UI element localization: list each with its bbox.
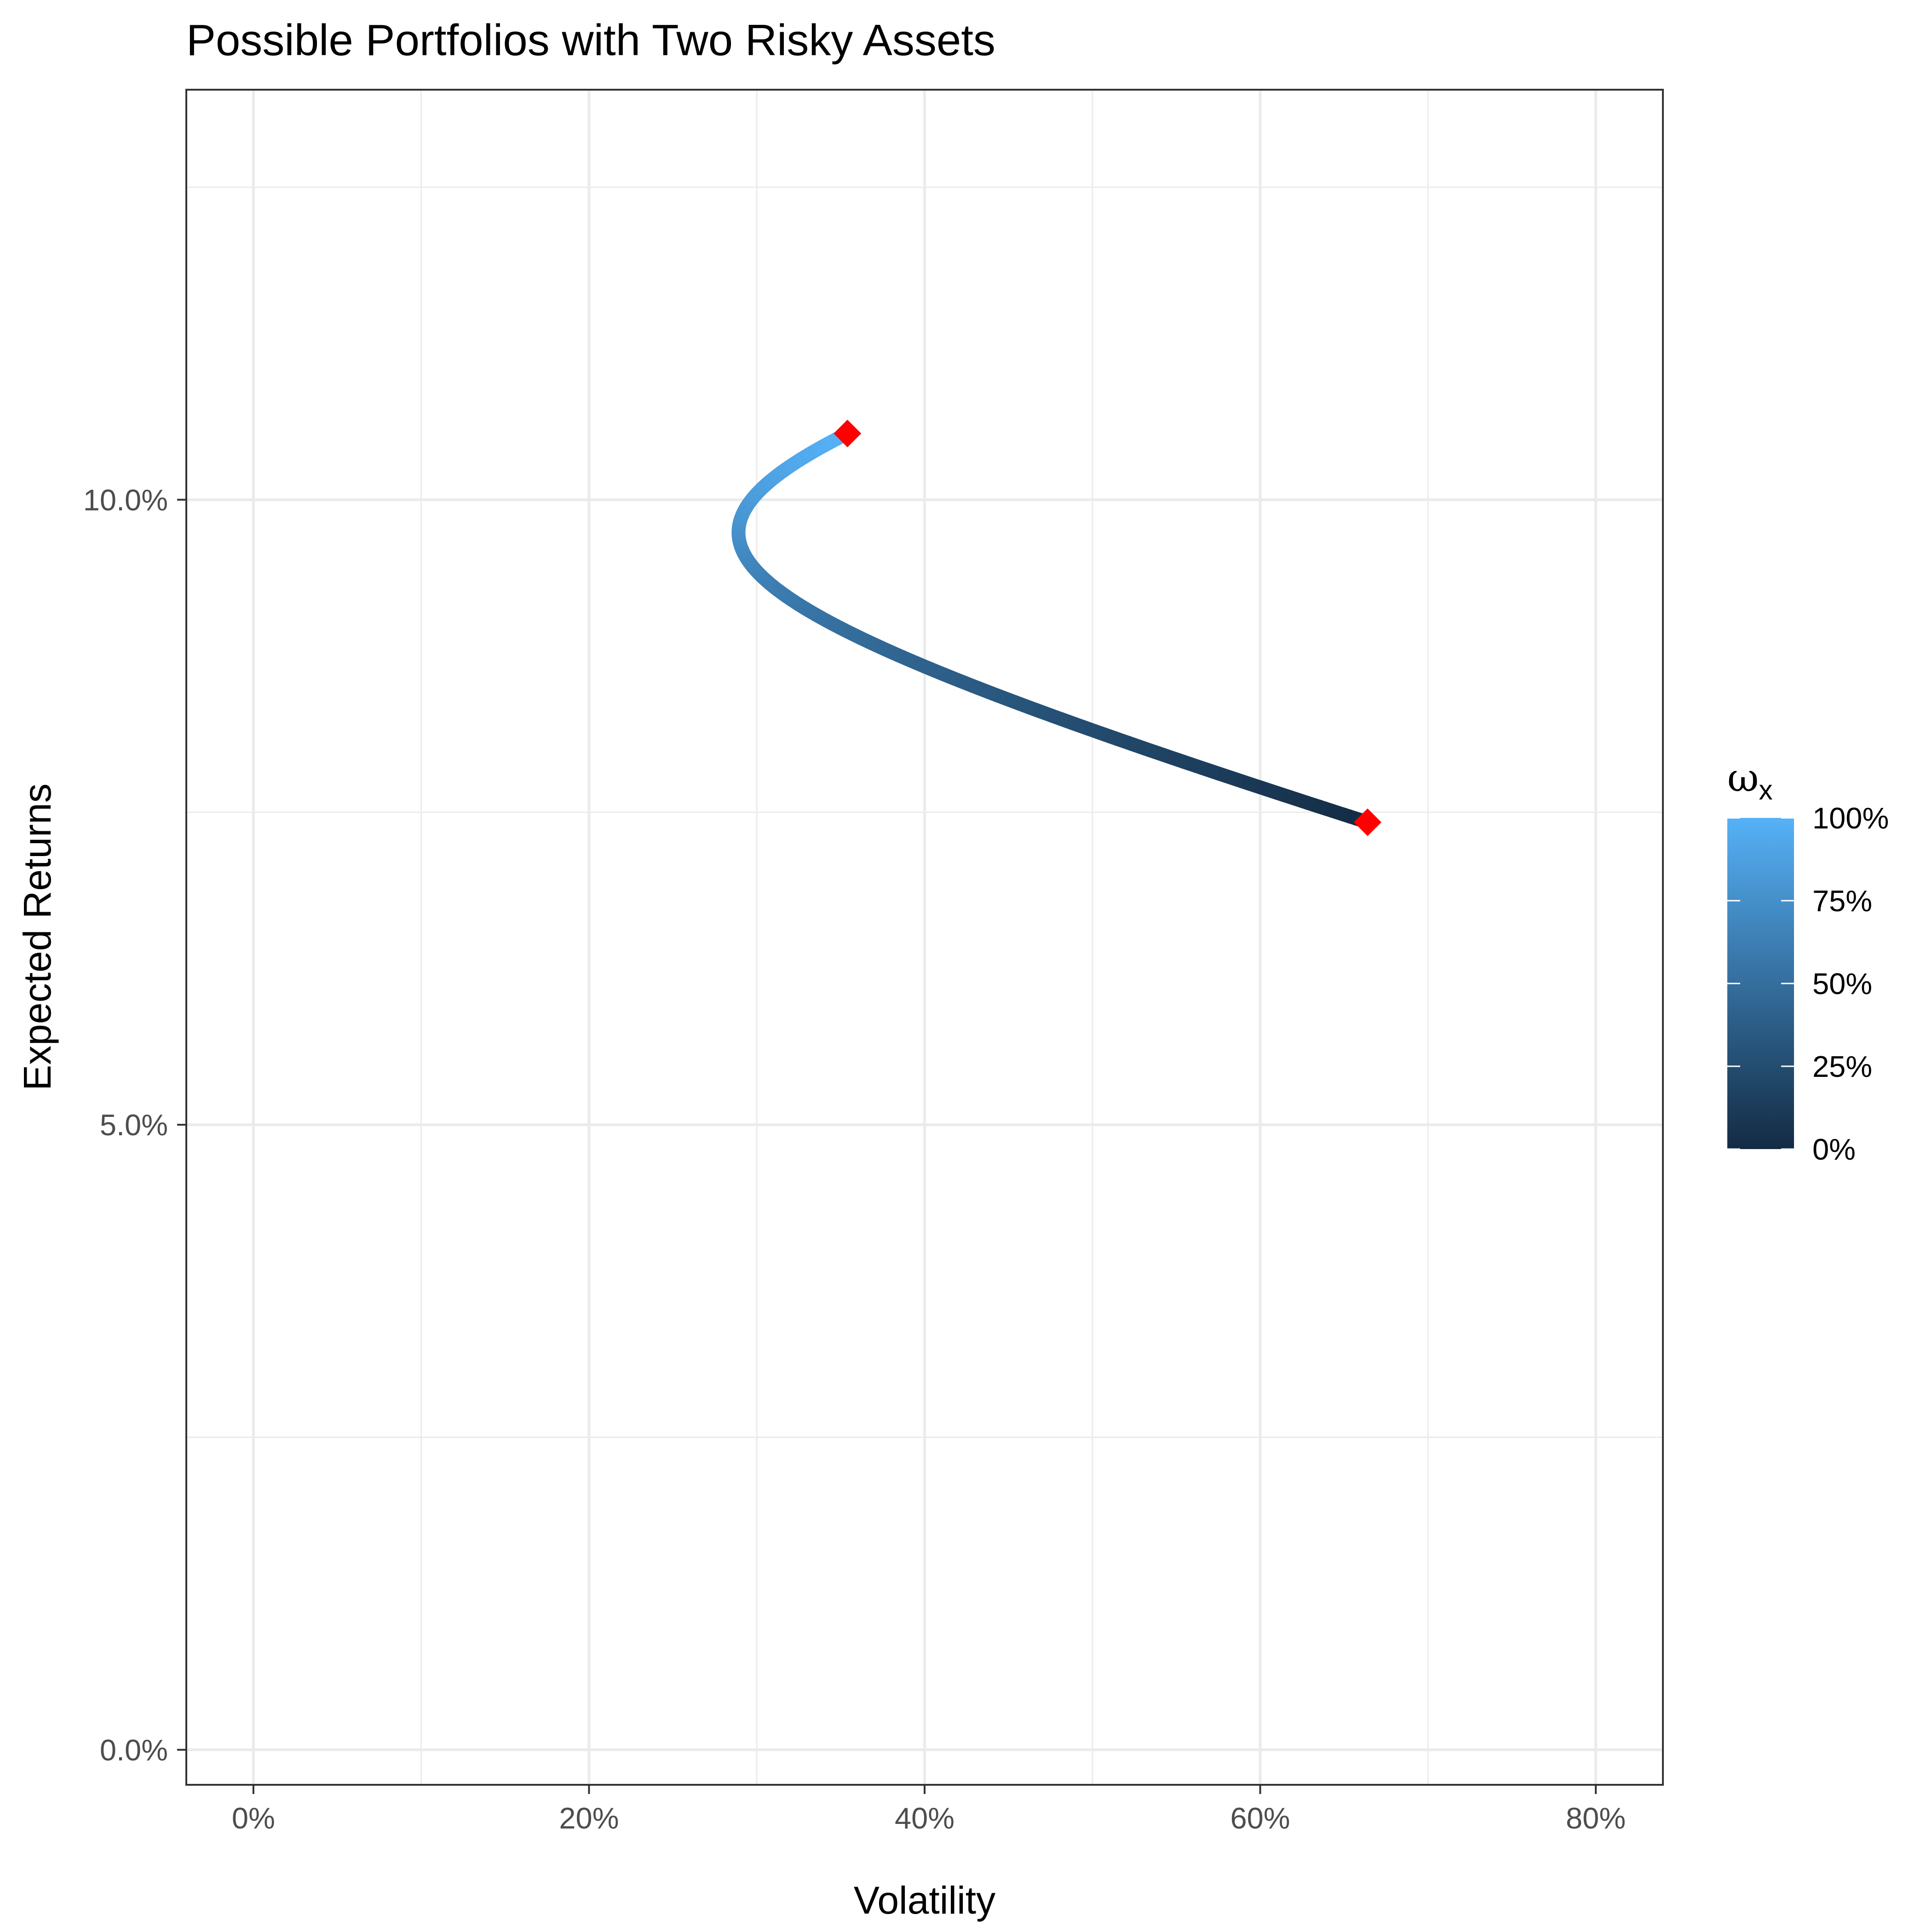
legend-ticks: 0% 25% 50% 75% 100%: [1727, 801, 1889, 1166]
x-tick-label: 60%: [1230, 1801, 1290, 1835]
legend-tick-label: 25%: [1812, 1050, 1872, 1083]
legend-title: ωx: [1727, 755, 1773, 805]
y-axis-title: Expected Returns: [16, 783, 59, 1091]
color-legend: ωx 0% 25% 50% 75% 100%: [1727, 755, 1889, 1166]
x-axis: 0% 20% 40% 60% 80%: [232, 1785, 1626, 1835]
legend-tick-label: 50%: [1812, 967, 1872, 1000]
y-tick-label: 10.0%: [83, 483, 168, 517]
grid-major: [186, 90, 1663, 1785]
endpoint-marker: [1354, 808, 1381, 836]
x-tick-label: 20%: [559, 1801, 619, 1835]
endpoint-marker: [834, 420, 862, 448]
x-tick-label: 80%: [1566, 1801, 1626, 1835]
y-tick-label: 5.0%: [100, 1108, 168, 1142]
legend-tick-label: 100%: [1812, 801, 1889, 835]
x-tick-label: 0%: [232, 1801, 275, 1835]
frontier-curve: [731, 426, 1374, 829]
legend-tick-label: 75%: [1812, 884, 1872, 918]
x-axis-title: Volatility: [854, 1879, 995, 1922]
legend-title-subscript: x: [1759, 775, 1773, 805]
x-tick-label: 40%: [895, 1801, 954, 1835]
legend-tick-label: 0%: [1812, 1133, 1856, 1166]
chart-title: Possible Portfolios with Two Risky Asset…: [186, 16, 995, 65]
endpoint-markers: [834, 420, 1381, 836]
y-axis: 0.0% 5.0% 10.0%: [83, 483, 186, 1767]
y-tick-label: 0.0%: [100, 1733, 168, 1767]
legend-title-symbol: ω: [1727, 755, 1759, 800]
